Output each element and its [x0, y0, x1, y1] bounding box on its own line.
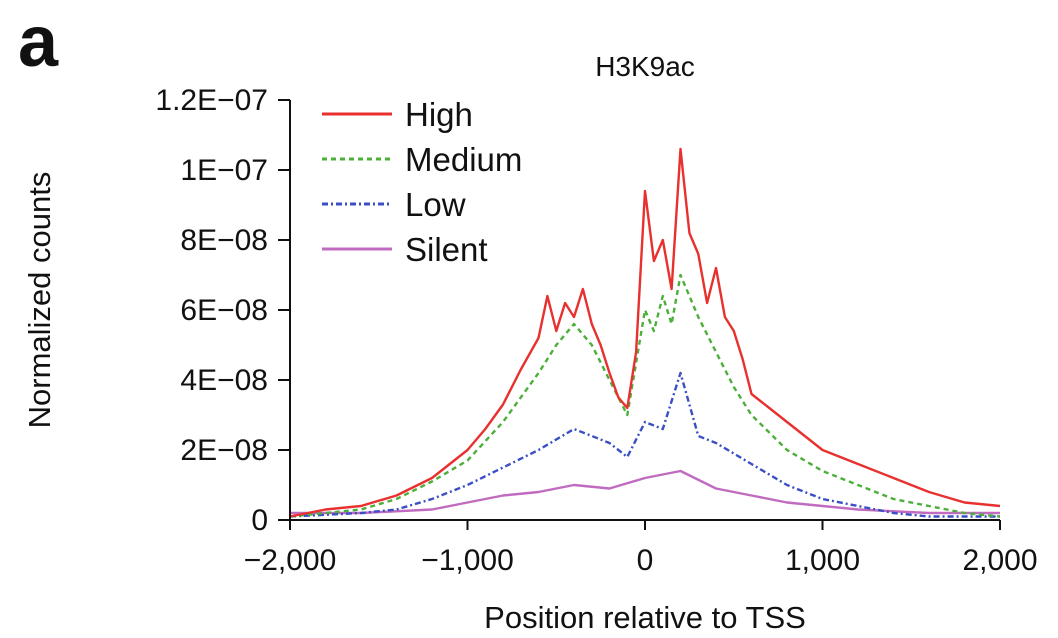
y-tick-label: 1.2E−07 [155, 84, 268, 117]
x-tick-label: 2,000 [962, 544, 1037, 577]
y-ticks: 0 2E−08 4E−08 6E−08 8E−08 1E−07 1.2E−07 [155, 84, 290, 537]
legend-label-medium: Medium [405, 141, 522, 178]
x-tick-label: 1,000 [785, 544, 860, 577]
legend-label-low: Low [405, 186, 466, 223]
series-line-silent [290, 469, 1000, 515]
y-tick-label: 8E−08 [180, 224, 268, 257]
chart-title: H3K9ac [595, 51, 695, 82]
legend-label-high: High [405, 96, 473, 133]
y-axis-title: Normalized counts [22, 172, 57, 429]
series-line-medium [289, 273, 1001, 518]
legend: High Medium Low Silent [322, 96, 522, 268]
panel-label: a [18, 2, 59, 82]
y-tick-label: 4E−08 [180, 364, 268, 397]
y-tick-label: 2E−08 [180, 434, 268, 467]
x-axis-title: Position relative to TSS [484, 600, 806, 635]
y-tick-label: 0 [251, 504, 268, 537]
series-layer [289, 147, 1001, 518]
x-tick-label: 0 [637, 544, 654, 577]
series-line-low [289, 371, 1000, 518]
x-tick-label: −2,000 [244, 544, 337, 577]
series-line-high [289, 147, 1001, 518]
y-tick-label: 6E−08 [180, 294, 268, 327]
y-tick-label: 1E−07 [180, 154, 268, 187]
x-ticks: −2,000 −1,000 0 1,000 2,000 [244, 520, 1038, 577]
x-tick-label: −1,000 [421, 544, 514, 577]
legend-label-silent: Silent [405, 231, 488, 268]
